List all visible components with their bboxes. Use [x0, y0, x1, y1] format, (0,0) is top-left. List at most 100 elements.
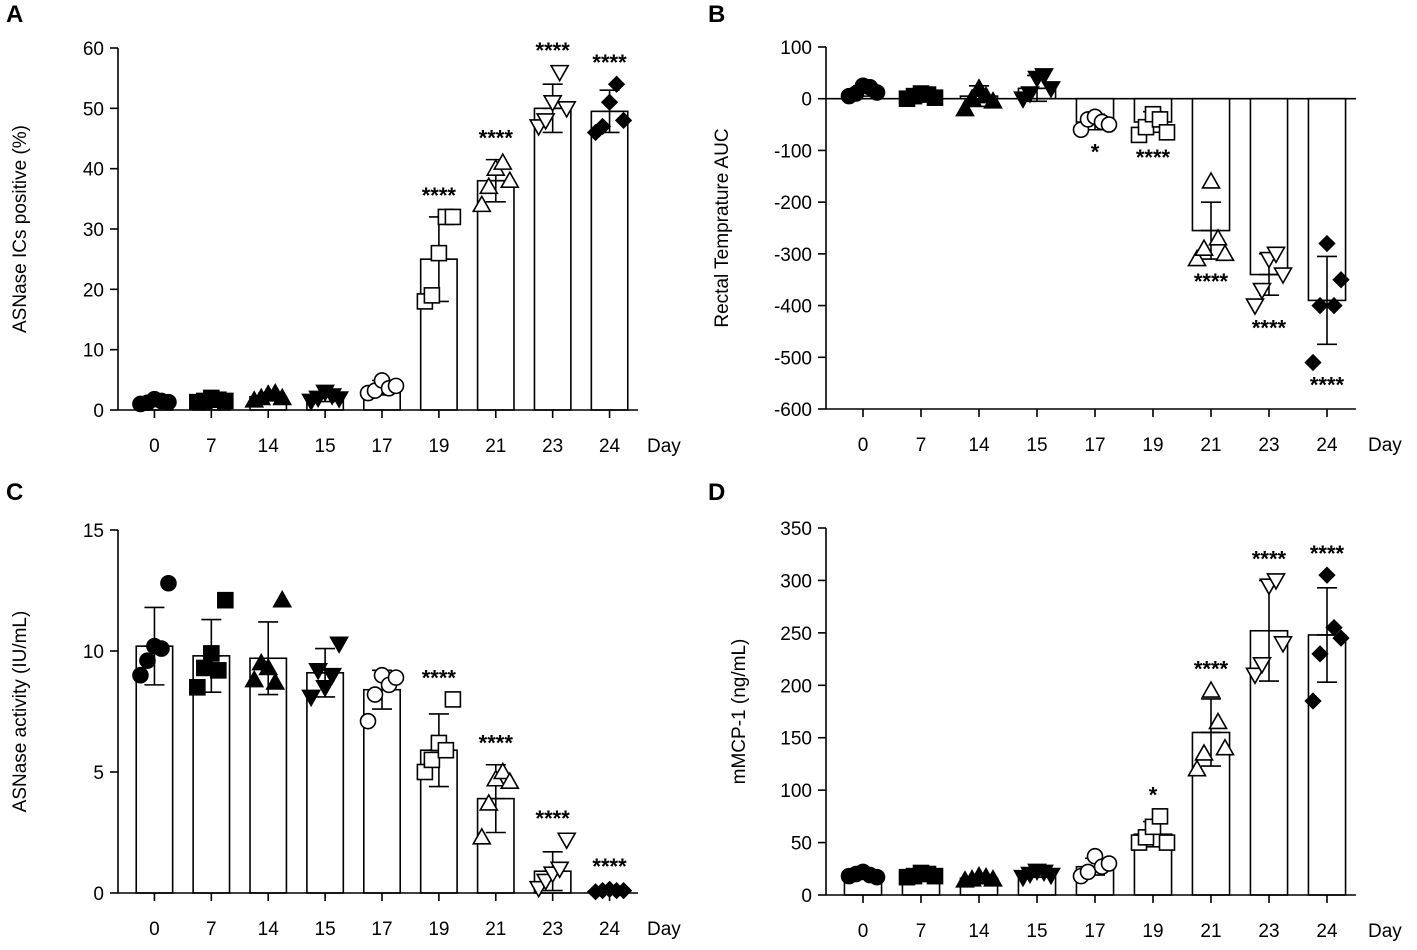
data-point-day-7 — [189, 678, 206, 696]
x-tick-label: 24 — [1316, 921, 1338, 942]
x-tick-label: 7 — [916, 435, 927, 456]
data-point-day-17 — [366, 686, 384, 703]
data-point-day-24 — [614, 881, 633, 900]
data-point-day-15 — [329, 391, 349, 409]
data-point-day-23 — [542, 95, 563, 113]
data-point-day-23 — [535, 113, 556, 131]
data-point-day-0 — [868, 868, 886, 886]
data-point-day-19 — [430, 244, 448, 262]
data-point-day-21 — [1208, 228, 1228, 246]
data-point-day-21 — [1215, 738, 1235, 756]
data-point-day-23 — [1252, 282, 1272, 301]
significance-label: **** — [479, 126, 514, 151]
data-point-day-23 — [549, 861, 570, 879]
y-tick-label: 20 — [83, 280, 104, 301]
data-point-day-23 — [556, 101, 577, 119]
significance-label: **** — [536, 38, 571, 63]
x-tick-label: 14 — [968, 921, 990, 942]
y-tick-label: 40 — [83, 160, 104, 181]
x-tick-label: 21 — [1200, 921, 1221, 942]
panel-label: C — [6, 479, 23, 506]
x-axis-label: Day — [1368, 435, 1402, 456]
y-tick-label: 0 — [93, 884, 104, 905]
data-point-day-23 — [1245, 667, 1265, 685]
data-point-day-15 — [1041, 867, 1061, 886]
y-tick-label: -500 — [774, 348, 812, 369]
y-tick-label: 50 — [83, 99, 104, 120]
bar-day-23 — [533, 107, 572, 411]
chart-panel-a: A ASNase ICs positive (%) 0 10 20 30 40 50 60 0 7 1… — [6, 1, 681, 457]
y-tick-label: 0 — [801, 90, 812, 111]
y-tick-label: 50 — [791, 834, 812, 855]
data-point-day-17 — [387, 377, 405, 395]
x-tick-label: 17 — [371, 436, 392, 457]
x-tick-label: 24 — [599, 919, 621, 940]
panel-label: B — [708, 1, 725, 28]
significance-label: **** — [592, 50, 627, 75]
y-tick-label: 350 — [780, 519, 812, 540]
bar-day-21 — [476, 179, 515, 411]
data-point-day-24 — [1304, 692, 1322, 710]
data-point-day-21 — [471, 194, 492, 213]
data-point-day-15 — [1034, 68, 1054, 86]
y-tick-label: 60 — [83, 39, 104, 60]
data-point-day-0 — [153, 640, 170, 657]
data-point-day-14 — [962, 88, 982, 107]
data-point-day-19 — [437, 741, 455, 759]
data-point-day-7 — [217, 591, 234, 609]
x-axis-label: Day — [647, 436, 681, 457]
data-point-day-21 — [478, 176, 499, 195]
data-point-day-23 — [1266, 246, 1286, 264]
data-point-day-19 — [1151, 808, 1169, 825]
data-point-day-23 — [1252, 657, 1272, 675]
bar-day-15 — [306, 671, 345, 894]
data-point-day-0 — [160, 574, 177, 592]
y-tick-label: 5 — [93, 763, 104, 784]
x-tick-label: 21 — [485, 919, 506, 940]
data-point-day-23 — [549, 64, 570, 83]
panel-label: A — [6, 1, 23, 28]
y-axis-label: Rectal Temprature AUC — [712, 128, 733, 327]
y-tick-label: 150 — [780, 729, 812, 750]
y-tick-label: -400 — [774, 297, 812, 318]
chart-panel-b: B Rectal Temprature AUC -600 -500 -400 -300 -2… — [708, 1, 1402, 456]
data-point-day-19 — [423, 287, 441, 304]
bar-day-24 — [590, 110, 629, 411]
y-tick-label: 10 — [83, 341, 104, 362]
x-tick-label: 0 — [149, 919, 160, 940]
data-point-day-17 — [1079, 863, 1097, 881]
y-tick-label: 15 — [83, 521, 104, 542]
data-point-day-24 — [1332, 629, 1350, 647]
x-tick-label: 17 — [1084, 435, 1105, 456]
data-point-day-14 — [258, 657, 279, 676]
significance-label: **** — [1136, 145, 1171, 170]
x-tick-label: 14 — [258, 919, 280, 940]
data-point-day-24 — [593, 117, 612, 136]
data-point-day-21 — [492, 152, 513, 170]
significance-label: **** — [1310, 372, 1345, 397]
data-point-day-21 — [1194, 238, 1214, 256]
significance-label: **** — [592, 854, 627, 879]
x-tick-label: 17 — [1084, 921, 1105, 942]
data-point-day-14 — [983, 91, 1003, 109]
x-tick-label: 0 — [858, 921, 869, 942]
data-point-day-0 — [139, 652, 156, 669]
y-tick-label: -100 — [774, 141, 812, 162]
significance-label: **** — [422, 665, 457, 690]
x-tick-label: 19 — [1142, 921, 1163, 942]
significance-label: **** — [1194, 269, 1229, 294]
x-axis-label: Day — [1368, 921, 1402, 942]
data-point-day-21 — [1215, 243, 1235, 262]
data-point-day-17 — [1100, 116, 1118, 133]
data-point-day-15 — [315, 679, 335, 698]
data-point-day-21 — [1187, 759, 1207, 777]
data-point-day-15 — [329, 636, 349, 654]
x-tick-label: 24 — [1316, 435, 1338, 456]
data-point-day-24 — [1325, 618, 1343, 637]
data-point-day-19 — [423, 751, 441, 769]
data-point-day-21 — [478, 793, 499, 811]
y-tick-label: 0 — [93, 401, 104, 422]
significance-label: **** — [536, 806, 571, 831]
data-point-day-23 — [1245, 298, 1265, 316]
